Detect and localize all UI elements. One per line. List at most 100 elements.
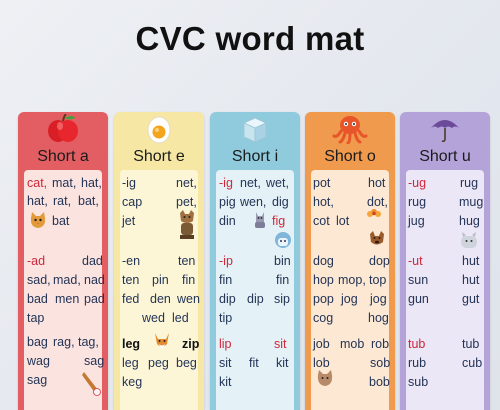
word: wet, xyxy=(266,176,289,190)
word: net, xyxy=(176,176,197,190)
column-header: Short o xyxy=(305,112,395,168)
word: fin xyxy=(219,273,233,287)
word: -en xyxy=(122,254,141,268)
word: wen, xyxy=(240,195,267,209)
word: lip xyxy=(219,337,232,351)
word: bin xyxy=(274,254,291,268)
word: dog xyxy=(313,254,334,268)
word: dop xyxy=(369,254,390,268)
word: gun xyxy=(408,292,429,306)
cat-icon xyxy=(30,212,46,228)
word: tap xyxy=(27,311,45,325)
column-short-u: Short u -ug rug rug mug jug hug -ut hut … xyxy=(400,112,490,410)
word: rub xyxy=(408,356,427,370)
word-panel: cat, mat, hat, hat, rat, bat, bat -ad da… xyxy=(24,170,105,410)
word: sag xyxy=(84,354,105,368)
cartoon-face-icon xyxy=(275,232,291,248)
column-header: Short a xyxy=(18,112,108,168)
word: sit xyxy=(219,356,232,370)
word: net, xyxy=(240,176,261,190)
octopus-icon xyxy=(332,116,368,144)
word: leg xyxy=(122,356,139,370)
word: kit xyxy=(219,375,232,389)
word: wag xyxy=(27,354,50,368)
word: mug xyxy=(459,195,484,209)
goat-icon xyxy=(255,212,265,228)
column-short-i: Short i -ig net, wet, pig wen, dig din f… xyxy=(210,112,300,410)
word: zip xyxy=(182,337,200,351)
word: rag, xyxy=(53,335,75,349)
word: cat, xyxy=(27,176,48,190)
fox-icon xyxy=(155,333,169,350)
word: kit xyxy=(276,356,289,370)
word: tub xyxy=(408,337,426,351)
word: -ad xyxy=(27,254,46,268)
word: keg xyxy=(122,375,143,389)
bat-icon xyxy=(82,372,101,396)
word: fin xyxy=(276,273,290,287)
word: cub xyxy=(462,356,483,370)
word: tag, xyxy=(78,335,99,349)
word: din xyxy=(219,214,236,228)
word: pin xyxy=(152,273,169,287)
word: bat xyxy=(52,214,70,228)
word: mob xyxy=(340,337,365,351)
word: leg xyxy=(122,337,141,351)
word: jog xyxy=(341,292,358,306)
word: hut xyxy=(462,254,480,268)
word: hog xyxy=(368,311,389,325)
egg-icon xyxy=(147,116,171,144)
column-header: Short i xyxy=(210,112,300,168)
word: pad xyxy=(84,292,105,306)
word: hop xyxy=(313,273,334,287)
word: sit xyxy=(274,337,287,351)
word-panel: -ug rug rug mug jug hug -ut hut sun hut … xyxy=(406,170,484,410)
word: wen xyxy=(177,292,200,306)
column-header: Short e xyxy=(114,112,204,168)
word: sob xyxy=(370,356,391,370)
word: pop xyxy=(313,292,334,306)
word: jog xyxy=(370,292,387,306)
word: -ig xyxy=(219,176,233,190)
word: rug xyxy=(408,195,427,209)
word: top xyxy=(369,273,387,287)
word: job xyxy=(313,337,330,351)
word: hat, xyxy=(81,176,102,190)
word: lob xyxy=(313,356,330,370)
word: wed xyxy=(142,311,165,325)
word: fin xyxy=(182,273,196,287)
word: ten xyxy=(122,273,140,287)
word: -ug xyxy=(408,176,427,190)
word: dig xyxy=(272,195,289,209)
word: hot xyxy=(368,176,386,190)
word: pet, xyxy=(176,195,197,209)
word-panel: pot hot hot, dot, cot lot dog dop hop mo… xyxy=(311,170,391,410)
word: fed xyxy=(122,292,140,306)
word: bob xyxy=(369,375,390,389)
column-label: Short i xyxy=(231,148,279,165)
dog-icon xyxy=(370,231,384,245)
word: hut xyxy=(462,273,480,287)
word: sad, xyxy=(27,273,51,287)
word: hug xyxy=(459,214,480,228)
word: sag xyxy=(27,373,48,387)
word: cap xyxy=(122,195,143,209)
word: mat, xyxy=(52,176,77,190)
column-short-e: Short e -ig net, cap pet, jet -en ten te… xyxy=(114,112,204,410)
word: cog xyxy=(313,311,334,325)
word: bag xyxy=(27,335,48,349)
ice-cube-icon xyxy=(243,117,267,143)
word: cot xyxy=(313,214,330,228)
column-label: Short o xyxy=(324,148,376,165)
word: hot, xyxy=(313,195,334,209)
column-label: Short e xyxy=(133,148,185,165)
word: hat, xyxy=(27,194,48,208)
word-panel: -ig net, cap pet, jet -en ten ten pin fi… xyxy=(120,170,200,410)
word: jug xyxy=(408,214,425,228)
word: -ip xyxy=(219,254,233,268)
word: dot, xyxy=(367,195,388,209)
word: dad xyxy=(82,254,103,268)
word: nad xyxy=(84,273,105,287)
word: rob xyxy=(371,337,390,351)
word: pot xyxy=(313,176,331,190)
